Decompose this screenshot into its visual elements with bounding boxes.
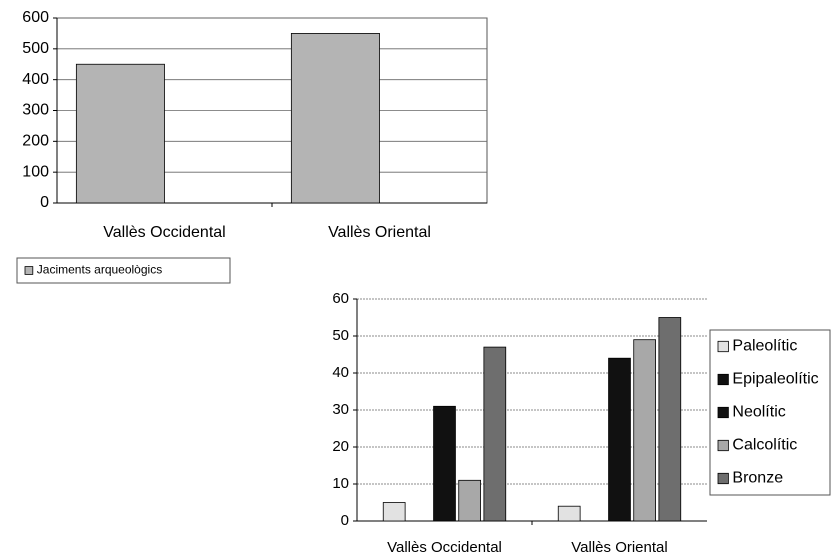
legend: Jaciments arqueològics [16, 257, 231, 284]
y-tick-label: 400 [22, 71, 49, 88]
legend-swatch [24, 266, 34, 275]
y-tick-label: 300 [22, 102, 49, 119]
x-tick-label: Vallès Occidental [103, 224, 225, 241]
bar [290, 33, 380, 204]
legend-label: Epipaleolític [732, 371, 818, 388]
y-tick-label: 60 [332, 290, 349, 307]
y-tick-label: 20 [332, 438, 349, 455]
legend-label: Bronze [732, 470, 783, 487]
legend-label: Jaciments arqueològics [37, 263, 162, 277]
legend-label: Paleolític [732, 338, 797, 355]
bar [483, 346, 507, 522]
legend-swatch [717, 472, 729, 485]
bar [658, 317, 682, 522]
bar [608, 357, 631, 522]
x-tick-label: Vallès Occidental [387, 539, 502, 556]
legend-swatch [717, 340, 729, 353]
legend-label: Calcolític [732, 437, 797, 454]
legend-swatch [717, 439, 729, 452]
legend-swatch [717, 406, 729, 419]
y-tick-label: 10 [332, 475, 349, 492]
y-tick-label: 500 [22, 40, 49, 57]
bar [75, 63, 165, 204]
y-tick-label: 600 [22, 9, 49, 26]
y-tick-label: 0 [341, 512, 349, 529]
chart: 0 10 20 30 40 50 60 Vallès Occidental Vallès Ori… [332, 290, 831, 556]
legend-box [709, 329, 831, 496]
bar [433, 405, 456, 522]
bar [458, 479, 481, 522]
y-tick-label: 0 [40, 194, 49, 211]
y-tick-label: 200 [22, 133, 49, 150]
y-tick-label: 40 [332, 364, 349, 381]
legend-box [16, 257, 231, 284]
legend-label: Neolític [732, 404, 785, 421]
bar [557, 505, 581, 522]
legend: Paleolític Epipaleolític Neolític Calcolíti… [709, 329, 831, 496]
y-tick-label: 30 [332, 401, 349, 418]
chart: 0 100 200 300 400 500 600 Vallès Occidental Vall… [16, 9, 488, 284]
legend-swatch [717, 373, 729, 386]
y-tick-label: 100 [22, 163, 49, 180]
y-tick-label: 50 [332, 327, 349, 344]
bar [382, 502, 406, 522]
x-tick-label: Vallès Oriental [571, 539, 667, 556]
bar [633, 339, 656, 522]
x-tick-label: Vallès Oriental [328, 224, 431, 241]
